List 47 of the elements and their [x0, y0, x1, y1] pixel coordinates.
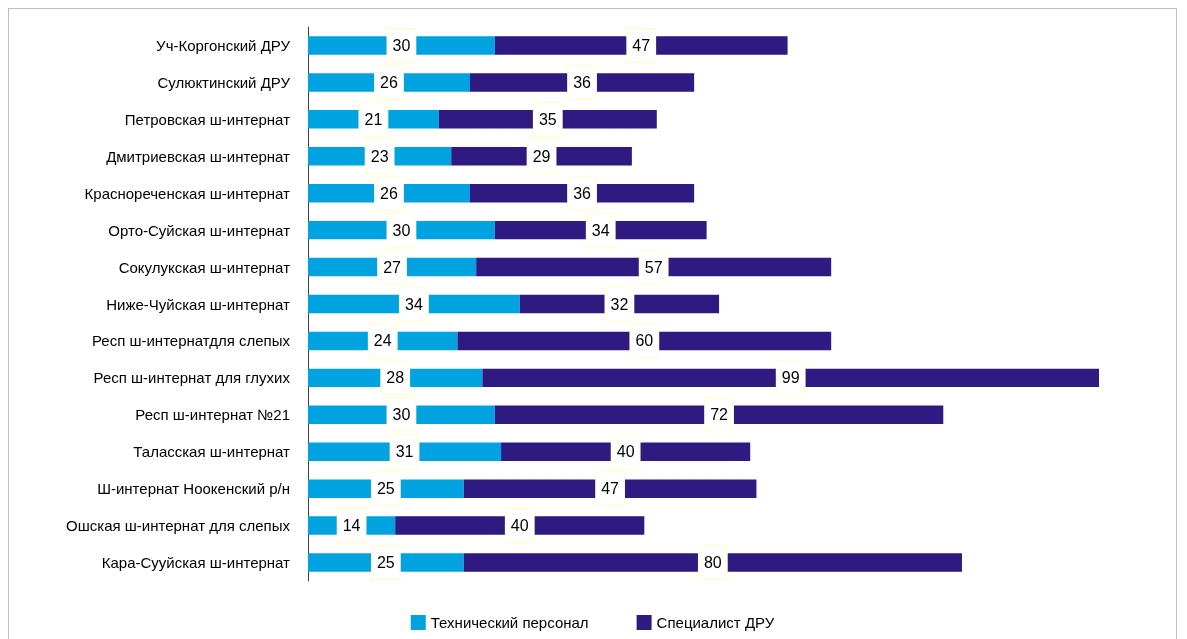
- y-tick-label: Сулюктинский ДРУ: [157, 73, 291, 91]
- data-label: 34: [591, 221, 610, 239]
- data-label: 35: [538, 110, 557, 128]
- data-label: 26: [380, 73, 398, 91]
- y-tick-label: Петровская ш-интернат: [124, 110, 291, 128]
- data-label: 26: [380, 184, 398, 202]
- data-label: 40: [510, 517, 529, 535]
- data-label: 21: [364, 110, 383, 128]
- data-label: 36: [573, 73, 592, 91]
- data-label: 25: [376, 554, 395, 572]
- data-label: 24: [373, 332, 392, 350]
- data-label: 30: [392, 36, 411, 54]
- data-label: 57: [644, 258, 663, 276]
- data-label: 31: [395, 443, 414, 461]
- data-label: 72: [710, 406, 729, 424]
- legend-label: Специалист ДРУ: [656, 614, 775, 631]
- y-tick-label: Ш-интернат Ноокенский р/н: [97, 480, 290, 498]
- y-tick-label: Ошская ш-интернат для слепых: [66, 517, 291, 535]
- data-label: 32: [610, 295, 629, 313]
- data-label: 28: [386, 369, 405, 387]
- data-label: 36: [573, 184, 592, 202]
- data-label: 47: [601, 480, 620, 498]
- y-tick-label: Ниже-Чуйская ш-интернат: [106, 295, 291, 313]
- data-label: 60: [635, 332, 654, 350]
- data-label: 34: [404, 295, 423, 313]
- y-tick-label: Краснореченская ш-интернат: [84, 184, 291, 202]
- y-tick-label: Сокулукская ш-интернат: [118, 258, 291, 276]
- y-tick-label: Дмитриевская ш-интернат: [106, 147, 291, 165]
- y-tick-label: Уч-Коргонский ДРУ: [156, 36, 291, 54]
- y-tick-label: Таласская ш-интернат: [133, 443, 291, 461]
- y-tick-label: Респ ш-интернат №21: [135, 406, 290, 424]
- data-label: 27: [383, 258, 402, 276]
- y-tick-label: Орто-Суйская ш-интернат: [108, 221, 291, 239]
- data-label: 40: [616, 443, 635, 461]
- data-label: 23: [370, 147, 389, 165]
- legend-label: Технический персонал: [430, 614, 589, 631]
- data-label: 29: [532, 147, 551, 165]
- y-tick-label: Кара-Сууйская ш-интернат: [101, 554, 291, 572]
- data-label: 14: [342, 517, 361, 535]
- data-label: 80: [703, 554, 722, 572]
- data-label: 99: [781, 369, 800, 387]
- y-tick-label: Респ ш-интернат для глухих: [93, 369, 291, 387]
- data-label: 30: [392, 406, 411, 424]
- data-label: 47: [632, 36, 651, 54]
- data-label: 30: [392, 221, 411, 239]
- y-tick-label: Респ ш-интернатдля слепых: [91, 332, 291, 350]
- data-label: 25: [376, 480, 395, 498]
